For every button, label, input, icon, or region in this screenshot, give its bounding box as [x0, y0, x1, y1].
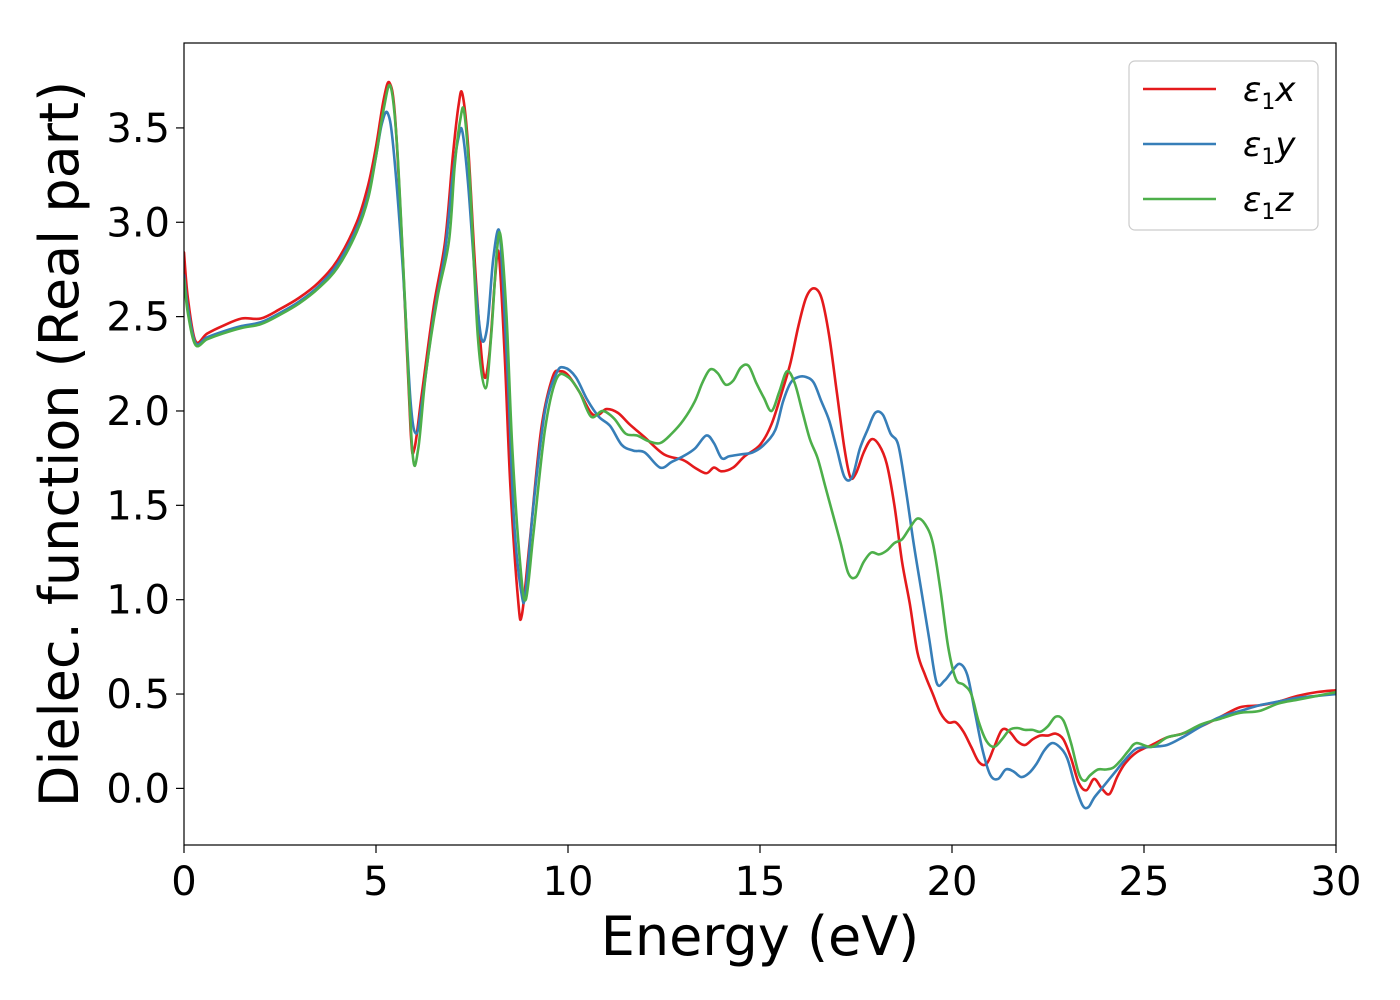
legend-label-x: ε1x: [1243, 70, 1296, 115]
y-tick-label: 1.5: [106, 483, 170, 529]
y-tick-label: 2.0: [106, 389, 170, 435]
series-layer: [184, 80, 1336, 810]
y-tick-label: 1.0: [106, 578, 170, 624]
y-axis-title: Dielec. function (Real part): [28, 81, 91, 807]
y-tick-label: 0.5: [106, 672, 170, 718]
legend-box: [1128, 60, 1319, 231]
legend-label-y: ε1y: [1243, 125, 1296, 170]
y-tick-label: 0.0: [106, 766, 170, 812]
x-tick-label: 10: [543, 859, 594, 905]
legend: ε1x ε1y ε1z: [1128, 60, 1319, 231]
series-line-y: [184, 110, 1336, 810]
x-tick-label: 20: [927, 859, 978, 905]
x-tick-label: 25: [1119, 859, 1170, 905]
y-tick-label: 3.5: [106, 106, 170, 152]
plot-frame: [183, 42, 1337, 846]
x-tick-label: 5: [363, 859, 388, 905]
legend-label-z: ε1z: [1243, 180, 1294, 225]
y-tick-label: 2.5: [106, 295, 170, 341]
ticks-layer: 0 5 10 15 20 25 30 0.0 0.5 1.0 1.5 2.0 2.5 3.0 3.5: [106, 106, 1361, 905]
x-tick-label: 15: [735, 859, 786, 905]
x-tick-label: 0: [171, 859, 196, 905]
y-tick-label: 3.0: [106, 200, 170, 246]
series-line-z: [184, 83, 1336, 783]
x-tick-label: 30: [1311, 859, 1362, 905]
x-axis-title: Energy (eV): [601, 905, 920, 968]
